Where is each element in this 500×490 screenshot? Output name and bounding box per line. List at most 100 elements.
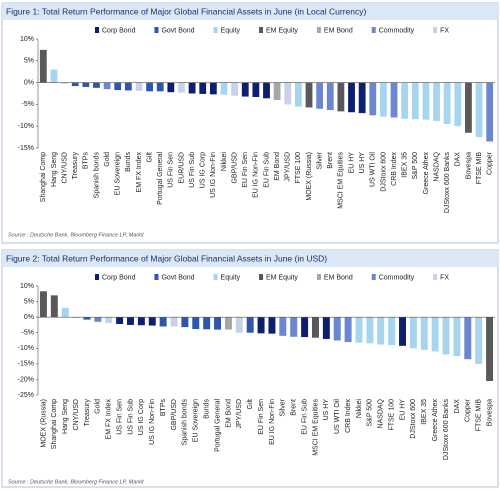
title-bar (2, 250, 498, 267)
bar (159, 317, 167, 327)
x-tick-label: EM Bond (225, 399, 232, 428)
x-tick-label: US HY (323, 399, 330, 421)
bar (50, 69, 58, 83)
bar (301, 317, 309, 338)
x-tick-label: DJStoxx 600 Banks (444, 152, 451, 214)
x-tick-label: JPY/USD (285, 152, 292, 182)
x-tick-label: EUR/USD (178, 152, 185, 184)
bar (192, 317, 200, 329)
x-tick-label: Spanish bonds (93, 152, 100, 199)
bar (279, 317, 287, 336)
bar (333, 317, 341, 341)
bar (199, 82, 207, 94)
bar (475, 82, 483, 138)
x-tick-label: Hang Seng (51, 152, 58, 187)
bar (116, 317, 124, 324)
y-tick-label: 0% (24, 314, 34, 321)
x-tick-label: US Fin Sub (127, 399, 134, 435)
y-tick-label: -5% (22, 330, 34, 337)
bar (411, 82, 419, 120)
x-tick-label: Gold (104, 152, 111, 167)
x-tick-label: BTPs (83, 152, 90, 170)
bar (377, 317, 385, 345)
bar (263, 82, 270, 99)
bar (61, 307, 69, 318)
bar (178, 82, 185, 93)
bar (203, 317, 211, 330)
legend-swatch (259, 274, 264, 280)
x-tick-label: EU Fin Sub (301, 399, 308, 435)
legend-swatch (433, 27, 438, 33)
source-note: Source : Deutsche Bank, Bloomberg Financ… (8, 479, 144, 485)
x-tick-label: DAX (454, 399, 461, 414)
bar (39, 291, 47, 318)
x-tick-label: Copper (487, 151, 494, 175)
legend-label: Corp Bond (102, 27, 136, 34)
bar (380, 82, 387, 117)
bar (431, 317, 439, 352)
x-tick-label: Gold (95, 399, 102, 414)
x-tick-label: Gilt (247, 399, 254, 410)
x-tick-label: MOEX (Russia) (306, 152, 313, 201)
title-bar (2, 3, 498, 20)
bar (235, 317, 243, 333)
bar (284, 82, 292, 105)
legend-swatch (433, 274, 438, 280)
x-tick-label: Bunds (125, 152, 132, 172)
bar (422, 82, 430, 120)
bar (50, 295, 58, 318)
bar (214, 317, 222, 330)
legend-label: Commodity (379, 27, 415, 34)
bar (486, 317, 494, 381)
legend-swatch (371, 27, 376, 33)
x-tick-label: S&P 500 (412, 152, 419, 180)
x-tick-label: Silver (316, 151, 323, 169)
legend-swatch (316, 274, 321, 280)
x-tick-label: Shanghai Comp (51, 399, 58, 449)
x-tick-label: EM FX Index (106, 399, 113, 440)
x-tick-label: EU HY (348, 152, 355, 174)
x-tick-label: US WTI Oil (334, 399, 341, 434)
legend-label: FX (440, 27, 449, 34)
x-tick-label: Hang Seng (62, 399, 69, 434)
bar (83, 317, 91, 320)
bar (72, 317, 80, 319)
x-tick-label: US Fin Sen (168, 152, 175, 188)
x-tick-label: DAX (455, 152, 462, 167)
x-tick-label: Treasury (72, 152, 79, 180)
x-tick-label: EU Sovereign (193, 399, 200, 442)
bar (273, 82, 281, 101)
x-tick-label: FTSE 100 (295, 152, 302, 184)
bar (148, 317, 156, 326)
x-tick-label: CNY/USD (61, 152, 68, 184)
bar (188, 82, 196, 94)
legend-swatch (154, 274, 159, 280)
legend-label: Corp Bond (102, 274, 136, 281)
y-tick-label: -25% (18, 392, 34, 399)
bar (252, 82, 260, 97)
figure-frame (1, 249, 499, 488)
x-tick-label: Portugal General (214, 399, 221, 452)
bar (420, 317, 428, 350)
x-tick-label: Brent (291, 399, 298, 416)
x-tick-label: MSCI EM Equities (338, 152, 345, 209)
x-tick-label: Shanghai Comp (40, 152, 47, 202)
x-tick-label: CRB Index (391, 152, 398, 186)
legend-swatch (371, 274, 376, 280)
x-tick-label: EU HY (399, 399, 406, 421)
bar (94, 317, 102, 322)
x-tick-label: MSCI EM Equities (312, 399, 319, 456)
x-tick-label: Brent (327, 152, 334, 169)
x-tick-label: US Fin Sub (189, 152, 196, 188)
legend-label: Equity (221, 274, 241, 281)
x-tick-label: US IG Non-Fin (149, 399, 156, 445)
bar (388, 317, 396, 346)
bar (465, 82, 472, 133)
y-tick-label: -15% (18, 361, 34, 368)
x-tick-label: US Fin Sen (116, 399, 123, 435)
bar (127, 317, 134, 325)
bar (61, 82, 68, 84)
x-tick-label: Bovespa (465, 152, 472, 179)
legend-swatch (213, 274, 218, 280)
